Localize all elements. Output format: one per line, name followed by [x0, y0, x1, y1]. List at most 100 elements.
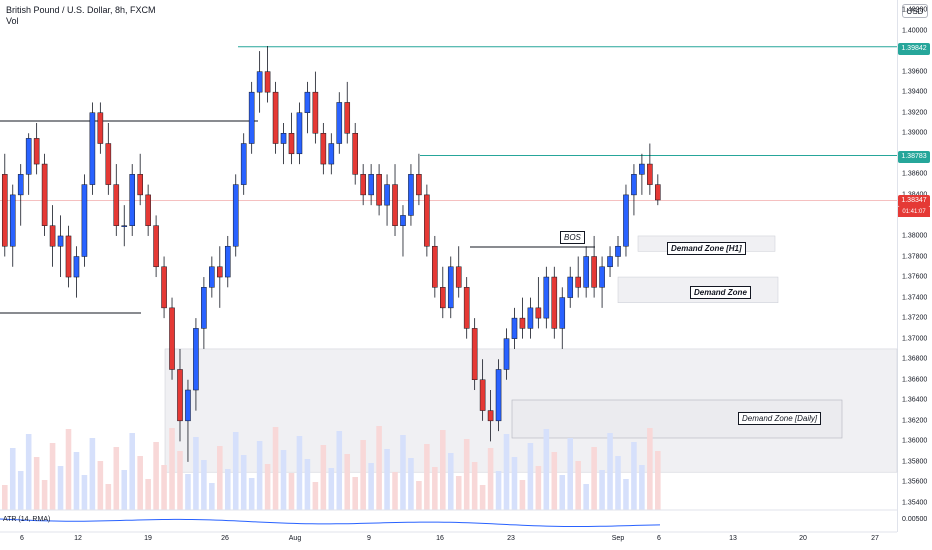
candle-body	[49, 225, 56, 247]
atr-indicator-label[interactable]: ATR (14, RMA)	[3, 516, 51, 523]
volume-bar	[559, 475, 566, 510]
volume-bar	[240, 455, 247, 510]
candle-body	[447, 266, 454, 309]
candle-body	[201, 287, 207, 329]
time-tick-label: 6	[657, 535, 661, 542]
price-tick-label: 1.37000	[902, 335, 928, 343]
candle-body	[217, 266, 223, 278]
candle-body	[145, 194, 151, 226]
volume-bar	[49, 443, 56, 510]
price-tick-label: 1.35400	[902, 499, 928, 507]
volume-bar	[615, 456, 621, 510]
candle-body	[495, 369, 502, 422]
candle-body	[416, 174, 422, 196]
volume-bar	[65, 429, 72, 510]
price-tick-label: 1.37600	[902, 273, 928, 281]
currency-badge[interactable]: USD	[902, 4, 928, 18]
candle-body	[9, 194, 16, 247]
price-label-high-level: 1.39842	[898, 43, 930, 55]
volume-bar	[81, 475, 88, 510]
volume-bar	[368, 463, 374, 510]
volume-bar	[105, 484, 112, 510]
price-tick-label: 1.35600	[902, 478, 928, 486]
time-tick-label: 20	[799, 535, 807, 542]
time-tick-label: 26	[221, 535, 229, 542]
candle-body	[209, 266, 215, 288]
candle-body	[647, 163, 653, 185]
candle-body	[384, 184, 390, 206]
candle-body	[511, 317, 518, 339]
volume-bar	[89, 438, 96, 510]
candle-body	[639, 163, 645, 175]
volume-bar	[153, 442, 159, 510]
current-price-label: 1.38347	[898, 195, 930, 207]
candle-body	[264, 71, 271, 93]
candle-body	[559, 297, 566, 329]
candle-body	[336, 102, 343, 144]
volume-bar	[25, 434, 32, 510]
candle-body	[376, 174, 382, 206]
candle-body	[41, 163, 48, 226]
price-tick-label: 1.35800	[902, 458, 928, 466]
volume-bar	[479, 485, 486, 510]
volume-bar	[296, 436, 303, 510]
volume-indicator-label[interactable]: Vol	[6, 16, 19, 26]
volume-bar	[567, 438, 574, 510]
candle-body	[543, 276, 550, 319]
volume-bar	[360, 440, 366, 510]
price-tick-label: 1.36400	[902, 396, 928, 404]
volume-bar	[447, 453, 454, 510]
volume-bar	[41, 480, 48, 510]
volume-bar	[575, 461, 581, 510]
candle-body	[551, 276, 558, 329]
demand-zone-label[interactable]: Demand Zone	[690, 286, 751, 299]
candle-body	[400, 215, 406, 226]
volume-bar	[432, 467, 438, 510]
volume-bar	[599, 470, 605, 510]
candle-body	[655, 184, 661, 201]
volume-bar	[376, 426, 382, 510]
bos-label[interactable]: BOS	[560, 231, 585, 244]
volume-bar	[487, 448, 494, 510]
candle-body	[113, 184, 120, 226]
volume-bar	[272, 427, 279, 510]
candle-body	[232, 184, 239, 247]
candle-body	[161, 266, 167, 309]
volume-bar	[209, 483, 215, 510]
candle-body	[479, 379, 486, 411]
price-tick-label: 1.39200	[902, 109, 928, 117]
price-tick-label: 1.38400	[902, 191, 927, 198]
candle-body	[97, 112, 104, 144]
volume-bar	[177, 451, 183, 510]
candle-body	[240, 143, 247, 185]
time-tick-label: Sep	[611, 535, 625, 542]
candle-body	[615, 245, 621, 257]
candle-body	[392, 184, 398, 226]
candle-body	[607, 256, 613, 268]
volume-bar	[137, 456, 143, 510]
time-tick-label: 6	[20, 535, 24, 542]
volume-bar	[655, 451, 661, 510]
demand-zone-daily-label[interactable]: Demand Zone [Daily]	[738, 412, 822, 425]
volume-bar	[455, 476, 462, 510]
volume-bar	[264, 464, 271, 510]
volume-bar	[583, 484, 589, 510]
price-tick-label: 1.38600	[902, 170, 928, 178]
volume-bar	[527, 443, 534, 510]
volume-bar	[416, 481, 422, 510]
symbol-title[interactable]: British Pound / U.S. Dollar, 8h, FXCM	[6, 5, 156, 15]
candle-body	[424, 194, 430, 247]
time-tick-label: 16	[436, 535, 444, 542]
candle-body	[65, 235, 72, 278]
price-axis-divider	[897, 0, 898, 532]
demand-zone-h1-label[interactable]: Demand Zone [H1]	[667, 242, 746, 255]
candle-body	[575, 276, 581, 288]
candle-body	[623, 194, 629, 247]
volume-bar	[424, 444, 430, 510]
candle-body	[328, 143, 335, 165]
price-tick-label: 1.39600	[902, 68, 928, 76]
volume-bar	[33, 457, 40, 510]
volume-bar	[121, 470, 128, 510]
